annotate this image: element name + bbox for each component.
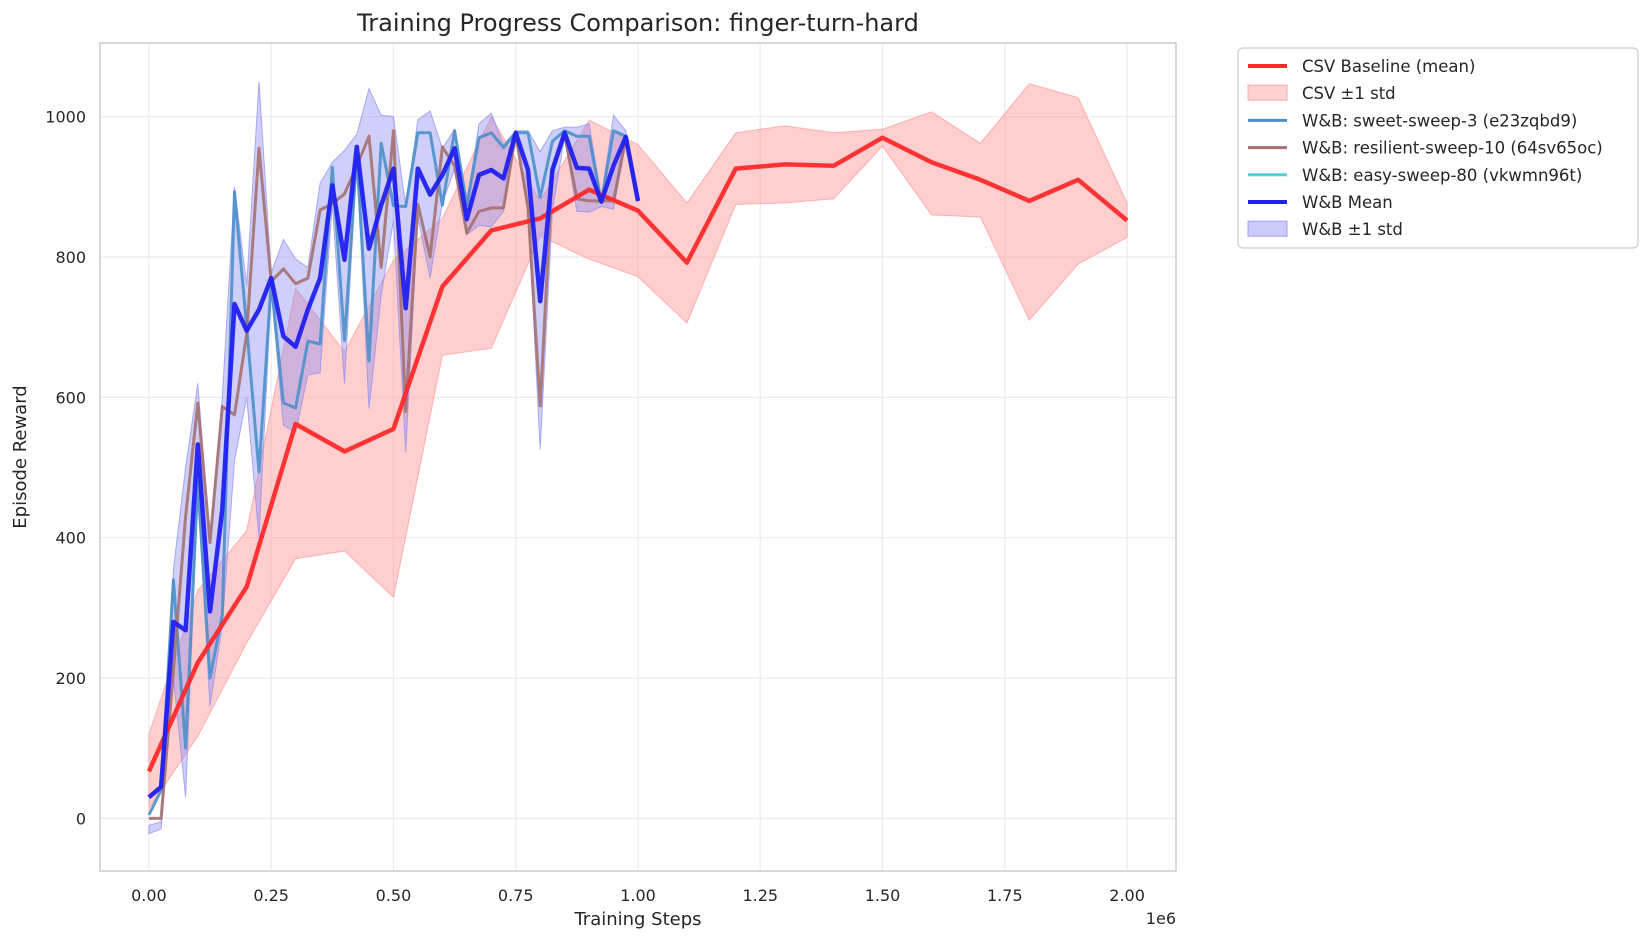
legend-label: CSV ±1 std [1302,84,1396,103]
y-tick-label: 600 [55,388,86,407]
x-tick-label: 0.00 [131,886,167,905]
y-tick-label: 400 [55,529,86,548]
x-tick-label: 2.00 [1109,886,1145,905]
legend-box [1237,47,1639,249]
legend-label: W&B: sweet-sweep-3 (e23zqbd9) [1302,111,1577,130]
y-tick-label: 0 [76,809,86,828]
legend-label: W&B: resilient-sweep-10 (64sv65oc) [1302,139,1603,158]
x-tick-label: 1.00 [620,886,656,905]
legend-label: W&B Mean [1302,193,1393,212]
plot-area [99,42,1177,872]
chart-title: Training Progress Comparison: finger-tur… [356,9,919,37]
x-axis-title: Training Steps [573,909,701,930]
legend-label: W&B: easy-sweep-80 (vkwmn96t) [1302,166,1582,185]
legend: CSV Baseline (mean) CSV ±1 std W&B: sweet-… [1237,47,1639,249]
wb-std-band [148,81,639,835]
plot-frame [99,42,1177,872]
y-axis-title: Episode Reward [10,385,31,528]
legend-label: CSV Baseline (mean) [1302,57,1475,76]
x-tick-label: 0.50 [376,886,412,905]
x-axis-offset-label: 1e6 [1146,909,1176,928]
y-tick-label: 1000 [45,108,86,127]
x-tick-label: 0.75 [498,886,534,905]
grid-lines [100,43,1176,871]
x-tick-label: 1.25 [742,886,778,905]
wb-mean-line [147,130,641,800]
csv-baseline-mean-line [146,135,1129,773]
y-axis-ticks: 0 200 400 600 800 1000 [45,108,86,829]
legend-label: W&B ±1 std [1302,220,1403,239]
x-tick-label: 0.25 [253,886,289,905]
series-lines [146,129,1129,820]
sweet-sweep-3-line [147,129,640,816]
y-tick-label: 200 [55,669,86,688]
std-bands [148,81,1128,835]
legend-swatch [1247,220,1288,237]
x-tick-label: 1.50 [865,886,901,905]
y-tick-label: 800 [55,248,86,267]
legend-swatch [1247,84,1288,101]
csv-std-band [148,83,1128,811]
x-axis-ticks: 0.00 0.25 0.50 0.75 1.00 1.25 1.50 1.75 2.00 [131,886,1145,905]
x-tick-label: 1.75 [987,886,1023,905]
